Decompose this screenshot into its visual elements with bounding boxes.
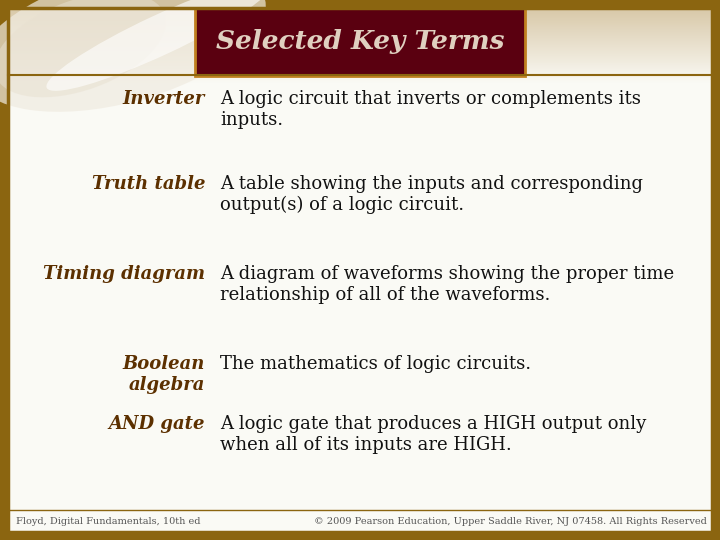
Bar	[8, 32, 712, 33]
Bar	[8, 62, 712, 63]
Text: Inverter: Inverter	[122, 90, 205, 108]
Bar	[8, 81, 712, 82]
Ellipse shape	[0, 0, 166, 97]
Bar	[8, 18, 712, 19]
Bar	[8, 12, 712, 13]
Bar	[8, 9, 712, 10]
Bar	[8, 64, 712, 65]
Bar	[8, 79, 712, 80]
Text: © 2009 Pearson Education, Upper Saddle River, NJ 07458. All Rights Reserved: © 2009 Pearson Education, Upper Saddle R…	[314, 517, 707, 526]
Bar	[8, 11, 712, 12]
Bar	[8, 37, 712, 38]
Bar	[8, 51, 712, 52]
Bar	[8, 60, 712, 61]
Bar	[8, 74, 712, 75]
Bar	[8, 43, 712, 44]
Bar	[8, 57, 712, 58]
Bar	[8, 31, 712, 32]
Ellipse shape	[0, 0, 266, 112]
Bar	[8, 38, 712, 39]
Bar	[8, 14, 712, 15]
Bar	[8, 16, 712, 17]
Text: A logic gate that produces a HIGH output only
when all of its inputs are HIGH.: A logic gate that produces a HIGH output…	[220, 415, 647, 454]
Text: The mathematics of logic circuits.: The mathematics of logic circuits.	[220, 355, 531, 373]
Bar	[8, 42, 712, 43]
Text: Truth table: Truth table	[91, 175, 205, 193]
Bar	[8, 61, 712, 62]
Bar	[8, 73, 712, 74]
Bar	[8, 20, 712, 21]
Bar	[8, 63, 712, 64]
Text: A table showing the inputs and corresponding
output(s) of a logic circuit.: A table showing the inputs and correspon…	[220, 175, 643, 214]
Bar	[8, 56, 712, 57]
Bar	[8, 36, 712, 37]
Bar	[8, 28, 712, 29]
Bar	[8, 34, 712, 35]
Ellipse shape	[46, 0, 274, 91]
Bar	[8, 35, 712, 36]
Bar	[8, 41, 712, 42]
Bar	[8, 27, 712, 28]
Text: AND gate: AND gate	[109, 415, 205, 433]
Bar	[8, 8, 712, 9]
Bar	[8, 44, 712, 45]
Bar	[8, 77, 712, 78]
Bar	[8, 46, 712, 47]
Bar	[8, 30, 712, 31]
Bar	[8, 76, 712, 77]
FancyBboxPatch shape	[8, 8, 712, 532]
Bar	[8, 21, 712, 22]
Bar	[8, 71, 712, 72]
Bar	[8, 82, 712, 83]
Bar	[8, 53, 712, 54]
Bar	[8, 40, 712, 41]
Bar	[8, 55, 712, 56]
Bar	[8, 47, 712, 48]
Bar	[8, 58, 712, 59]
Bar	[8, 22, 712, 23]
Bar	[8, 54, 712, 55]
Bar	[8, 75, 712, 76]
Bar	[8, 80, 712, 81]
Bar	[8, 13, 712, 14]
Bar	[8, 23, 712, 24]
Text: Boolean
algebra: Boolean algebra	[122, 355, 205, 394]
Bar	[8, 69, 712, 70]
Bar	[8, 25, 712, 26]
Text: A diagram of waveforms showing the proper time
relationship of all of the wavefo: A diagram of waveforms showing the prope…	[220, 265, 674, 304]
Bar	[8, 10, 712, 11]
Bar	[8, 17, 712, 18]
Bar	[8, 72, 712, 73]
Bar	[8, 19, 712, 20]
Bar	[8, 52, 712, 53]
Text: Floyd, Digital Fundamentals, 10th ed: Floyd, Digital Fundamentals, 10th ed	[16, 517, 200, 526]
Bar	[8, 15, 712, 16]
Bar	[8, 39, 712, 40]
Bar	[8, 24, 712, 25]
Bar	[8, 70, 712, 71]
Bar	[8, 50, 712, 51]
Bar	[8, 48, 712, 49]
Bar	[8, 67, 712, 68]
FancyBboxPatch shape	[195, 8, 525, 76]
Bar	[8, 66, 712, 67]
Bar	[8, 49, 712, 50]
Bar	[8, 68, 712, 69]
Bar	[8, 78, 712, 79]
Bar	[8, 33, 712, 34]
Text: Timing diagram: Timing diagram	[43, 265, 205, 283]
Text: Selected Key Terms: Selected Key Terms	[216, 30, 504, 55]
Bar	[8, 26, 712, 27]
Bar	[8, 29, 712, 30]
Text: A logic circuit that inverts or complements its
inputs.: A logic circuit that inverts or compleme…	[220, 90, 641, 129]
Bar	[8, 65, 712, 66]
Bar	[8, 59, 712, 60]
Bar	[8, 45, 712, 46]
